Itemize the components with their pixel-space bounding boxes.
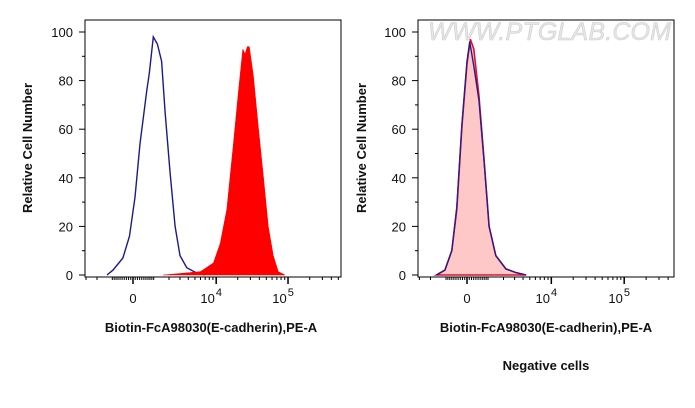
y-tick-label: 20	[392, 219, 406, 234]
x-tick-label: 105	[272, 287, 294, 306]
plot-frame	[417, 19, 675, 278]
histogram-line-series-0	[106, 34, 206, 276]
x-tick-label: 105	[608, 287, 630, 306]
x-tick-exponent: 4	[216, 287, 222, 299]
histogram-filled-series-0	[433, 39, 527, 276]
y-tick-label: 20	[59, 219, 73, 234]
x-tick-exponent: 5	[288, 287, 294, 299]
watermark: WWW.PTGLAB.COM	[428, 18, 672, 46]
x-axis-label: Biotin-FcA98030(E-cadherin),PE-A	[105, 320, 318, 335]
y-axis-label: Relative Cell Number	[354, 83, 369, 213]
histogram-panel-left: Relative Cell Number Biotin-FcA98030(E-c…	[20, 19, 342, 335]
y-tick-label: 40	[59, 171, 73, 186]
y-tick-label: 60	[59, 122, 73, 137]
histogram-line-series-1	[436, 41, 527, 276]
y-tick-label: 0	[399, 268, 406, 283]
y-tick-label: 100	[51, 25, 73, 40]
x-axis-label: Biotin-FcA98030(E-cadherin),PE-A	[440, 320, 653, 335]
y-tick-label: 40	[392, 171, 406, 186]
histogram-panel-right: Relative Cell Number Biotin-FcA98030(E-c…	[354, 18, 675, 373]
y-tick-label: 0	[66, 268, 73, 283]
y-tick-label: 80	[392, 74, 406, 89]
x-tick-exponent: 5	[624, 287, 630, 299]
plot-frame	[84, 19, 342, 278]
x-tick-label: 104	[200, 287, 222, 306]
x-tick-label: 104	[536, 287, 558, 306]
y-tick-label: 60	[392, 122, 406, 137]
y-tick-label: 80	[59, 74, 73, 89]
histogram-filled-series-1	[163, 46, 286, 276]
x-tick-label: 0	[129, 291, 136, 306]
y-axis-label: Relative Cell Number	[20, 83, 35, 213]
panel-caption: Negative cells	[503, 358, 590, 373]
x-tick-exponent: 4	[551, 287, 557, 299]
y-tick-label: 100	[384, 25, 406, 40]
x-tick-label: 0	[463, 291, 470, 306]
